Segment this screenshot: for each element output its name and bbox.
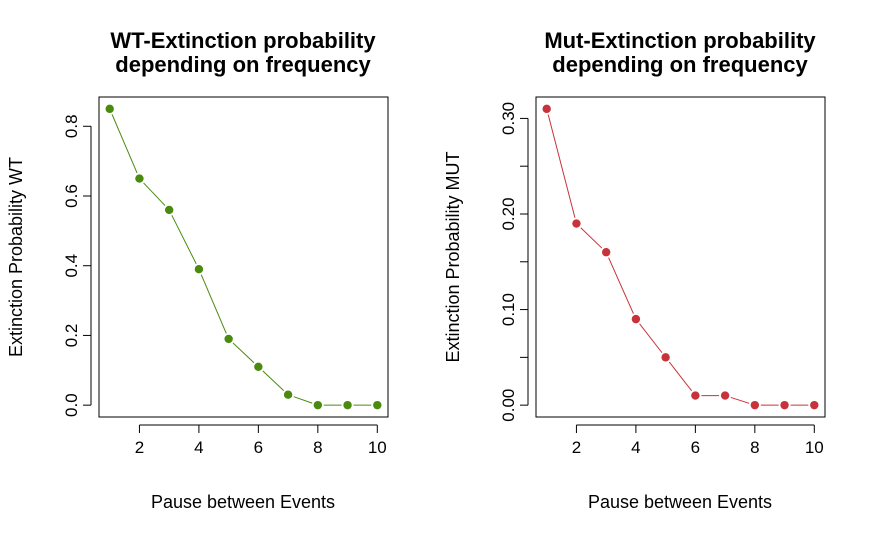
wt-data-point xyxy=(283,390,293,399)
wt-series-segment xyxy=(111,114,138,174)
mut-y-axis-label: Extinction Probability MUT xyxy=(443,151,463,362)
mut-x-tick-label: 10 xyxy=(805,438,824,457)
wt-series xyxy=(105,104,382,410)
wt-data-point xyxy=(135,174,144,183)
mut-data-point xyxy=(631,314,641,324)
mut-x-ticks: 2 4 6 8 10 xyxy=(572,424,824,457)
mut-data-point xyxy=(780,400,789,410)
wt-data-point xyxy=(343,400,352,410)
mut-x-tick-label: 2 xyxy=(572,438,581,457)
wt-data-point xyxy=(194,265,204,274)
wt-x-tick-label: 10 xyxy=(368,438,387,457)
mut-y-ticks: 0.00 0.10 0.20 0.30 xyxy=(499,102,529,422)
wt-series-segment xyxy=(232,342,255,364)
mut-y-tick-label: 0.10 xyxy=(499,293,518,326)
wt-x-ticks: 2 4 6 8 10 xyxy=(135,424,387,457)
wt-x-tick-label: 8 xyxy=(313,438,322,457)
wt-x-tick-label: 4 xyxy=(194,438,203,457)
mut-plot-frame xyxy=(535,96,826,418)
mut-y-tick-label: 0.30 xyxy=(499,102,518,135)
wt-y-tick-label: 0.8 xyxy=(62,114,81,138)
mut-series xyxy=(542,104,819,410)
wt-plot-frame xyxy=(98,96,389,418)
mut-series-segment xyxy=(608,257,634,314)
mut-x-tick-label: 8 xyxy=(750,438,759,457)
mut-x-tick-label: 6 xyxy=(691,438,700,457)
mut-x-axis-label: Pause between Events xyxy=(588,492,772,512)
wt-y-tick-label: 0.0 xyxy=(62,393,81,417)
mut-data-point xyxy=(601,248,611,257)
wt-chart-panel: WT-Extinction probability depending on f… xyxy=(6,28,389,512)
mut-data-point xyxy=(572,219,581,228)
wt-series-segment xyxy=(143,182,166,206)
wt-x-axis-label: Pause between Events xyxy=(151,492,335,512)
wt-data-point xyxy=(224,334,233,344)
mut-series-segment xyxy=(580,227,603,249)
mut-x-tick-label: 4 xyxy=(631,438,640,457)
wt-data-point xyxy=(164,205,174,215)
mut-data-point xyxy=(661,353,670,362)
wt-series-segment xyxy=(293,396,313,404)
wt-series-segment xyxy=(171,215,197,265)
wt-series-segment xyxy=(200,274,227,334)
wt-data-point xyxy=(373,400,382,410)
wt-chart-title-line-2: depending on frequency xyxy=(115,52,371,77)
wt-data-point xyxy=(254,362,263,372)
wt-y-tick-label: 0.4 xyxy=(62,254,81,278)
wt-data-point xyxy=(105,104,114,114)
mut-data-point xyxy=(750,400,760,410)
wt-chart-title-line-1: WT-Extinction probability xyxy=(110,28,376,53)
wt-x-tick-label: 6 xyxy=(254,438,263,457)
wt-series-segment xyxy=(262,370,285,391)
mut-y-tick-label: 0.00 xyxy=(499,389,518,422)
mut-chart-panel: Mut-Extinction probability depending on … xyxy=(443,28,826,512)
mut-data-point xyxy=(691,391,700,400)
wt-y-ticks: 0.0 0.2 0.4 0.6 0.8 xyxy=(62,114,92,417)
mut-chart-title-line-2: depending on frequency xyxy=(552,52,808,77)
mut-data-point xyxy=(542,104,551,114)
mut-series-segment xyxy=(547,114,576,218)
wt-x-tick-label: 2 xyxy=(135,438,144,457)
mut-series-segment xyxy=(668,361,693,392)
mut-data-point xyxy=(810,400,819,410)
mut-series-segment xyxy=(639,323,663,353)
mut-data-point xyxy=(720,391,730,400)
wt-data-point xyxy=(313,400,323,410)
mut-chart-title-line-1: Mut-Extinction probability xyxy=(544,28,816,53)
wt-y-tick-label: 0.2 xyxy=(62,324,81,348)
wt-y-tick-label: 0.6 xyxy=(62,184,81,208)
mut-y-tick-label: 0.20 xyxy=(499,197,518,230)
wt-y-axis-label: Extinction Probability WT xyxy=(6,157,26,357)
mut-series-segment xyxy=(730,396,750,404)
